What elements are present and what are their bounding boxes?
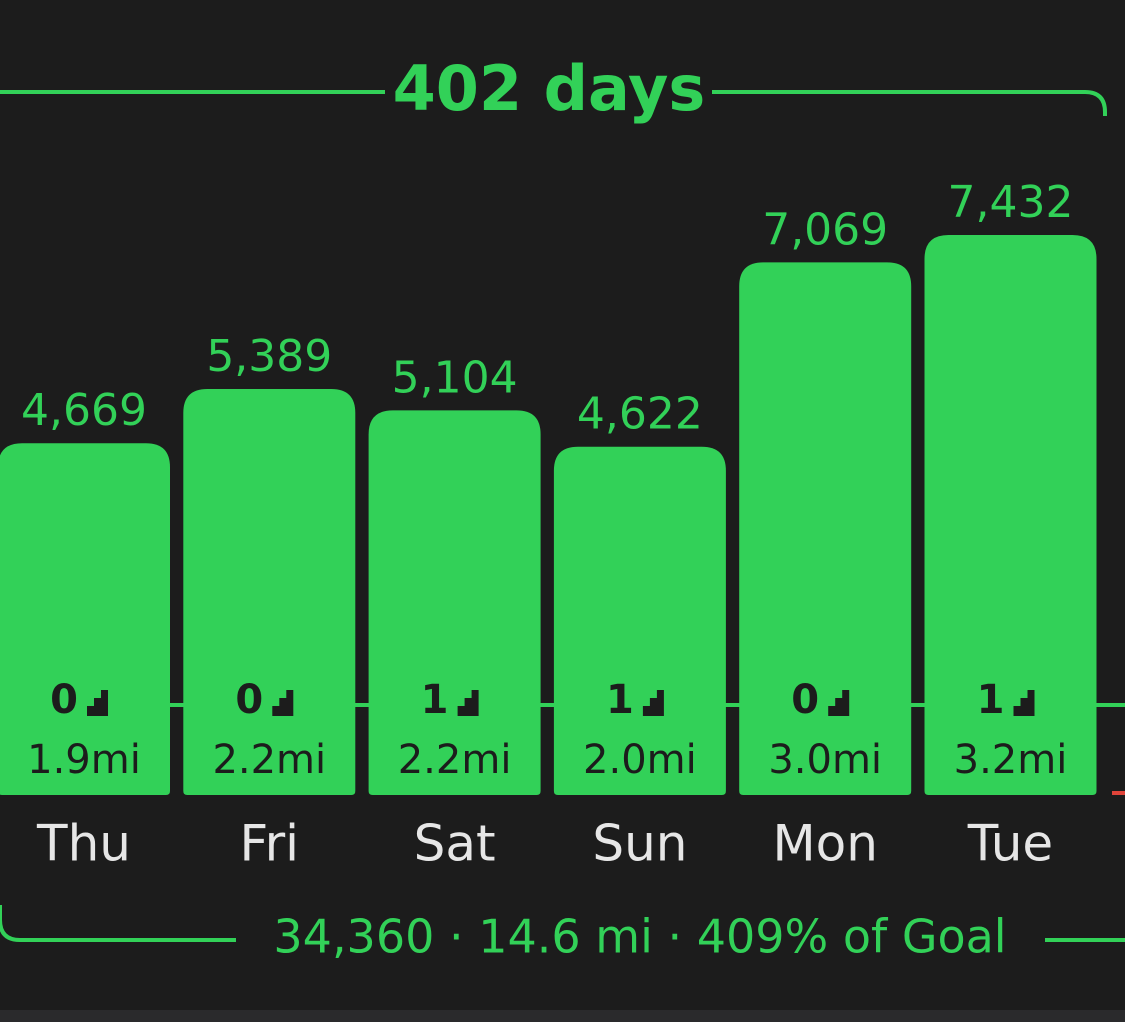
- stairs-icon: [272, 690, 294, 716]
- bars: 4,669 0 1.9mi Thu 5,389 0 2.2mi Fri 5,104 1 2.2mi S…: [0, 177, 1097, 873]
- bar: [368, 410, 541, 795]
- day-label: Sat: [414, 815, 496, 873]
- stairs-icon: [1013, 690, 1035, 716]
- floors-count: 0: [235, 677, 263, 723]
- streak-title: 402 days: [393, 52, 706, 125]
- day-label: Sun: [592, 815, 687, 873]
- stairs-icon: [828, 690, 850, 716]
- value-label: 5,389: [206, 331, 332, 382]
- distance-label: 2.0mi: [583, 737, 697, 783]
- bar: [924, 235, 1097, 795]
- value-label: 4,622: [577, 389, 703, 440]
- floors-count: 1: [421, 677, 449, 723]
- floors-count: 1: [977, 677, 1005, 723]
- stairs-icon: [87, 690, 108, 716]
- value-label: 4,669: [21, 385, 147, 436]
- summary: 34,360 · 14.6 mi · 409% of Goal: [273, 910, 1006, 964]
- distance-label: 2.2mi: [212, 737, 326, 783]
- stairs-icon: [642, 690, 664, 716]
- floors-count: 0: [50, 677, 78, 723]
- top-bracket: [0, 90, 1107, 116]
- bar: [553, 446, 726, 795]
- floors-count: 0: [791, 677, 819, 723]
- distance-label: 3.0mi: [768, 737, 882, 783]
- bottom-strip: [0, 1010, 1125, 1022]
- stairs-icon: [457, 690, 479, 716]
- bar: [739, 262, 912, 795]
- distance-label: 1.9mi: [27, 737, 141, 783]
- value-label: 7,069: [762, 204, 888, 255]
- bar: [183, 388, 356, 795]
- distance-label: 3.2mi: [954, 737, 1068, 783]
- day-label: Mon: [772, 815, 877, 873]
- day-label: Fri: [240, 815, 300, 873]
- floors-count: 1: [606, 677, 634, 723]
- distance-label: 2.2mi: [398, 737, 512, 783]
- bar: [0, 443, 170, 795]
- value-label: 7,432: [948, 177, 1074, 228]
- day-label: Tue: [967, 815, 1053, 873]
- bottom-bracket: [0, 905, 1125, 942]
- value-label: 5,104: [392, 352, 518, 403]
- day-label: Thu: [36, 815, 131, 873]
